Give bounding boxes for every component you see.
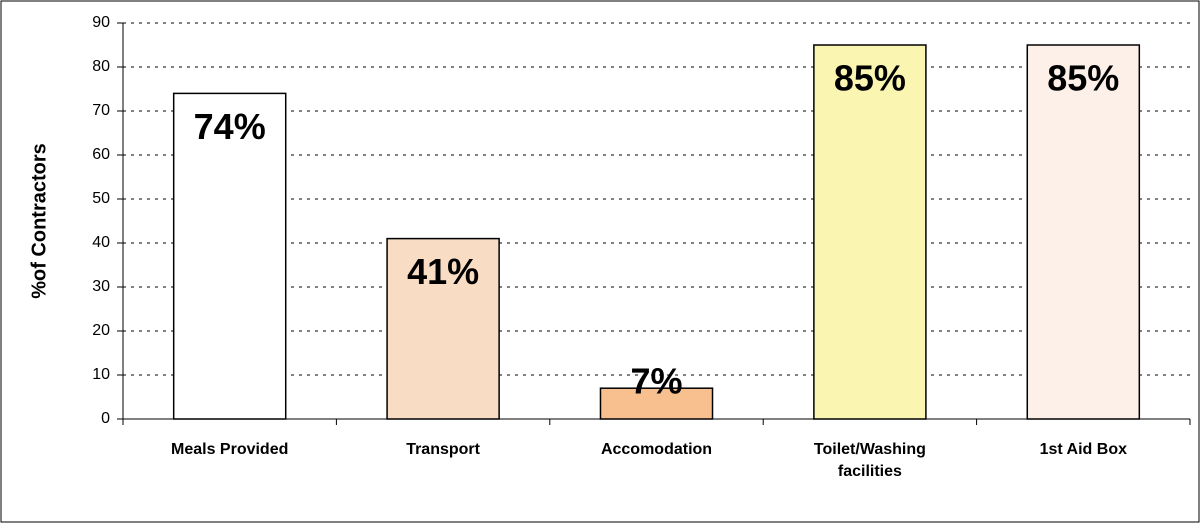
y-tick-label: 10 [92,366,110,383]
value-label: 74% [194,106,266,147]
y-tick-label: 0 [101,410,110,427]
value-label: 7% [630,361,682,402]
x-tick-label: Meals Provided [171,441,289,458]
bar [599,387,714,420]
bar [813,44,927,420]
value-label: 85% [1047,58,1119,99]
y-tick-label: 50 [92,190,110,207]
y-tick-label: 30 [92,278,110,295]
value-label: 85% [834,58,906,99]
y-tick-label: 40 [92,234,110,251]
x-tick-label: 1st Aid Box [1039,441,1127,458]
y-axis-label: %of Contractors [28,143,50,299]
bar [1026,44,1141,420]
value-label: 41% [407,251,479,292]
bar [172,92,287,420]
x-tick-label: Accomodation [600,441,713,458]
y-tick-label: 90 [92,14,110,31]
y-tick-label: 60 [92,146,110,163]
x-tick-label: Toilet/Washing facilities [813,441,926,480]
x-tick-label: Transport [406,441,480,458]
y-tick-label: 20 [92,322,110,339]
bar [386,237,500,420]
y-tick-label: 80 [92,58,110,75]
y-tick-label: 70 [92,102,110,119]
